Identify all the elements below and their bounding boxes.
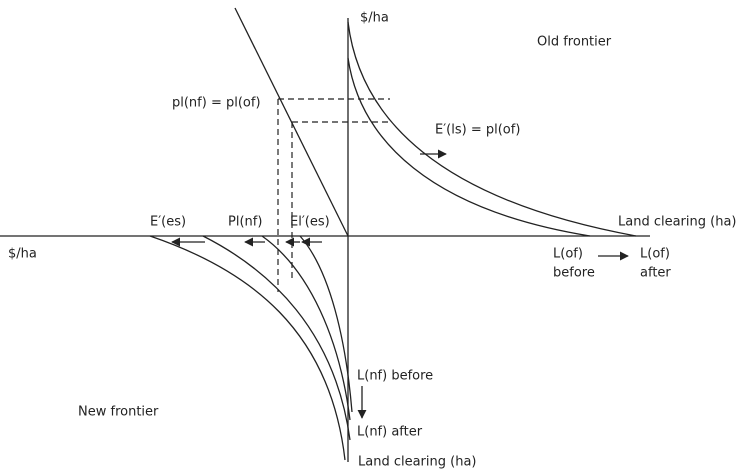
- curve-old-before: [347, 57, 591, 237]
- label: E′(es): [150, 215, 186, 230]
- curve-new-2: [202, 235, 351, 441]
- label: New frontier: [78, 405, 159, 420]
- curve-new-1: [149, 235, 346, 461]
- label: Land clearing (ha): [618, 215, 737, 230]
- label: Land clearing (ha): [358, 455, 477, 470]
- label: L(of): [553, 247, 583, 262]
- label: $/ha: [8, 247, 37, 262]
- label: El′(es): [290, 215, 330, 230]
- label: after: [640, 266, 671, 281]
- dashed-guides: [277, 98, 390, 292]
- curve-old-after: [347, 21, 637, 237]
- label: L(of): [640, 247, 670, 262]
- label: L(nf) after: [357, 425, 423, 440]
- label: $/ha: [360, 11, 389, 26]
- curve-new-4: [299, 235, 353, 413]
- label: Pl(nf): [228, 215, 262, 230]
- arrows: [171, 149, 629, 419]
- label: E′(ls) = pl(of): [435, 123, 520, 138]
- label: Old frontier: [537, 35, 612, 50]
- curve-new-3: [261, 235, 351, 421]
- label: before: [553, 266, 595, 281]
- label: pl(nf) = pl(of): [172, 96, 261, 111]
- label: L(nf) before: [357, 369, 433, 384]
